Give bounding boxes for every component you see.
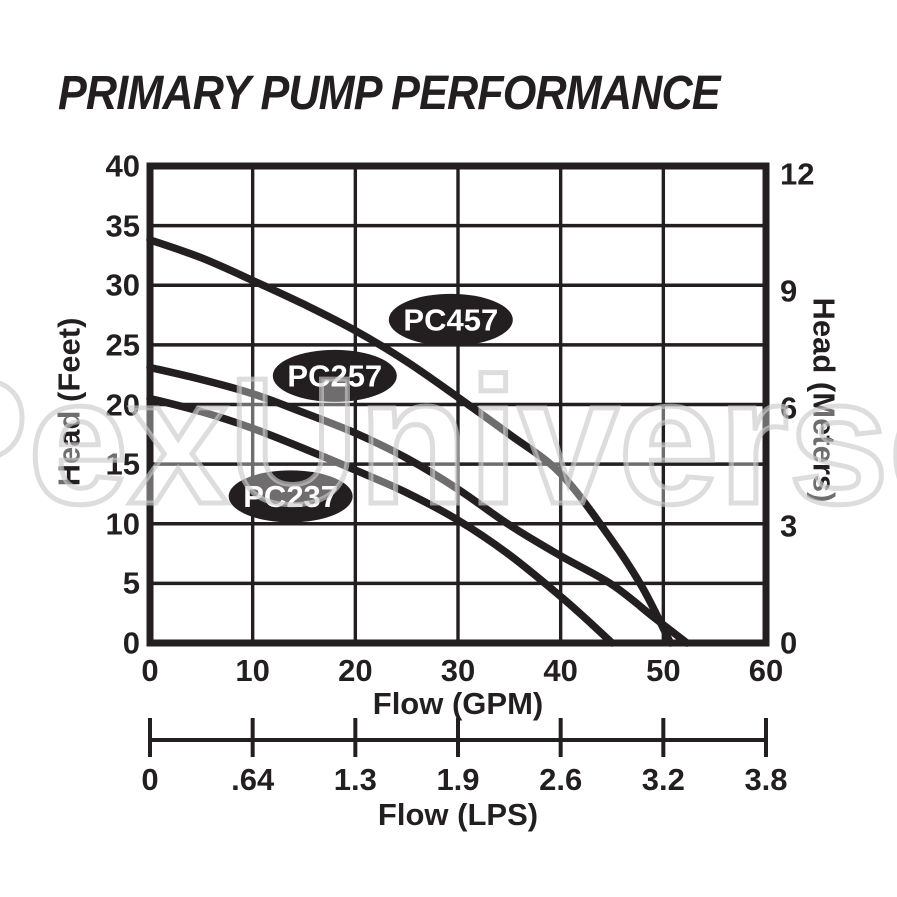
y-tick-meters: 9	[780, 273, 798, 309]
y-tick-feet: 0	[122, 625, 140, 661]
y-tick-feet: 15	[105, 446, 140, 482]
x-tick-gpm: 60	[748, 653, 784, 688]
y-tick-meters: 3	[780, 508, 798, 544]
y-tick-feet: 20	[105, 387, 140, 422]
y-tick-feet: 25	[105, 327, 140, 363]
y-axis-right-title: Head (Meters)	[806, 297, 842, 503]
x-tick-lps: 0	[141, 762, 159, 797]
x-tick-lps: 2.6	[539, 762, 583, 797]
x-tick-lps: 3.8	[744, 762, 788, 797]
x-tick-gpm: 50	[646, 653, 681, 688]
y-tick-feet: 10	[105, 506, 140, 542]
x-tick-gpm: 20	[338, 653, 373, 688]
series-badge-pc237	[228, 470, 353, 523]
series-badge-pc457	[388, 293, 513, 346]
y-tick-feet: 30	[105, 267, 140, 303]
y-tick-meters: 0	[780, 625, 798, 661]
x-tick-gpm: 30	[440, 653, 476, 688]
series-label-pc237: PC237	[243, 479, 338, 514]
plot-border	[146, 162, 770, 647]
x-tick-lps: 1.3	[333, 762, 377, 797]
y-tick-feet: 40	[105, 148, 140, 184]
series-badge-pc257	[272, 349, 397, 402]
y-tick-feet: 35	[105, 208, 140, 244]
page-title: PRIMARY PUMP PERFORMANCE	[58, 67, 721, 120]
x-tick-lps: 3.2	[641, 762, 685, 797]
curve-pc237	[146, 394, 616, 647]
x-axis-lps-title: Flow (LPS)	[377, 797, 539, 832]
x-tick-gpm: 40	[543, 653, 578, 688]
x-tick-lps: 1.9	[436, 762, 480, 797]
y-tick-meters: 6	[780, 390, 798, 426]
x-axis-gpm-title: Flow (GPM)	[372, 686, 544, 721]
curve-pc257	[146, 363, 691, 647]
x-tick-gpm: 0	[141, 653, 159, 688]
series-label-pc457: PC457	[403, 302, 498, 337]
y-tick-feet: 5	[122, 565, 140, 601]
curve-pc457	[146, 236, 675, 647]
y-tick-meters: 12	[780, 156, 815, 192]
x-tick-gpm: 10	[235, 653, 270, 688]
series-label-pc257: PC257	[287, 358, 382, 393]
x-tick-lps: .64	[231, 762, 275, 797]
